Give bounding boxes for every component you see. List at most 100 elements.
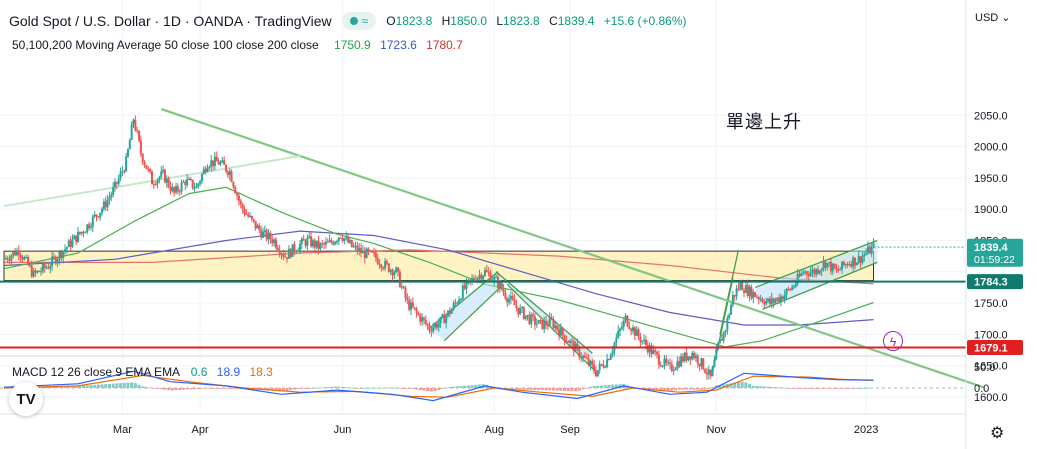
macd-legend[interactable]: MACD 12 26 close 9 EMA EMA 0.6 18.9 18.3 — [12, 365, 273, 379]
macd-histogram-bar — [74, 385, 78, 388]
candle-body — [683, 352, 686, 362]
candle-body — [330, 240, 333, 243]
candle-body — [291, 244, 294, 257]
candle-body — [12, 251, 15, 256]
macd-histogram-bar — [363, 388, 367, 389]
moving-average-legend[interactable]: 50,100,200 Moving Average 50 close 100 c… — [12, 38, 463, 52]
symbol-title[interactable]: Gold Spot / U.S. Dollar · 1D · OANDA · T… — [9, 13, 332, 29]
flash-icon[interactable]: ϟ — [883, 331, 903, 351]
macd-histogram-bar — [233, 388, 237, 389]
open-value: 1823.8 — [395, 14, 433, 28]
candle-body — [356, 245, 359, 252]
candle-body — [60, 251, 63, 258]
candle-body — [563, 334, 566, 341]
macd-histogram-bar — [289, 388, 293, 391]
candle-body — [200, 173, 203, 182]
candle-body — [663, 358, 666, 366]
candle-body — [757, 297, 760, 300]
macd-histogram-bar — [389, 387, 393, 389]
candle-body — [43, 263, 46, 268]
candle-body — [818, 270, 821, 274]
candle-body — [139, 140, 142, 154]
candle-body — [413, 307, 416, 309]
macd-histogram-bar — [107, 383, 111, 388]
candle-body — [221, 160, 224, 163]
candle-body — [526, 314, 529, 316]
candle-body — [23, 257, 26, 260]
macd-histogram-bar — [163, 388, 167, 390]
macd-histogram-bar — [722, 384, 726, 388]
macd-histogram-bar — [433, 388, 437, 392]
ma100-value: 1723.6 — [380, 38, 417, 52]
market-status-pill[interactable]: ≈ — [341, 12, 377, 30]
candle-body — [458, 299, 461, 303]
macd-histogram-bar — [466, 385, 470, 388]
macd-histogram-bar — [418, 388, 422, 390]
candle-body — [188, 179, 190, 181]
currency-label[interactable]: USD ⌄ — [975, 12, 1011, 24]
candle-body — [837, 269, 840, 271]
candle-body — [472, 278, 475, 280]
candle-body — [626, 315, 629, 327]
candle-body — [271, 239, 274, 244]
candle-body — [539, 320, 542, 322]
candle-body — [321, 243, 324, 245]
macd-histogram-bar — [736, 382, 740, 388]
candle-body — [156, 179, 159, 185]
candle-body — [25, 256, 28, 258]
macd-histogram-bar — [392, 387, 396, 389]
candle-body — [86, 224, 89, 233]
candle-body — [421, 317, 424, 322]
candle-body — [234, 187, 237, 194]
high-value: 1850.0 — [450, 14, 487, 28]
candlesticks[interactable] — [4, 115, 875, 380]
candle-body — [256, 225, 259, 229]
macd-line-value: 18.9 — [216, 365, 241, 379]
candle-body — [735, 288, 738, 297]
candle-body — [73, 235, 76, 240]
wave-icon: ≈ — [361, 14, 369, 28]
candle-body — [609, 354, 612, 360]
candle-body — [21, 257, 24, 260]
candle-body — [334, 241, 337, 245]
candle-body — [572, 341, 575, 352]
macd-pane[interactable] — [0, 370, 966, 402]
macd-histogram-bar — [729, 383, 733, 388]
candle-body — [115, 181, 118, 184]
horizontal-levels[interactable] — [0, 246, 966, 349]
chart-annotation-text: 單邊上升 — [726, 112, 802, 132]
candle-body — [770, 298, 773, 304]
macd-histogram-bar — [755, 385, 759, 388]
candle-body — [611, 350, 614, 355]
macd-histogram-bar — [477, 384, 481, 388]
macd-histogram-bar — [407, 388, 411, 389]
candle-body — [680, 356, 683, 367]
tradingview-logo-icon[interactable]: TV — [9, 382, 43, 416]
macd-histogram-bar — [93, 384, 97, 388]
macd-histogram-bar — [111, 383, 115, 388]
macd-histogram-bar — [274, 388, 278, 392]
candle-body — [641, 340, 644, 343]
candle-body — [117, 178, 120, 184]
candle-body — [123, 171, 126, 173]
price-tick-label: 1900.0 — [974, 204, 1008, 216]
candle-body — [448, 310, 451, 314]
candle-body — [365, 248, 368, 259]
candle-body — [278, 250, 281, 254]
candle-body — [173, 187, 176, 193]
macd-histogram-bar — [662, 388, 666, 391]
candle-body — [317, 240, 320, 249]
candle-body — [628, 326, 631, 330]
ohlc-values: O1823.8 H1850.0 L1823.8 C1839.4 +15.6 (+… — [386, 14, 692, 28]
gear-icon[interactable]: ⚙ — [990, 425, 1005, 442]
macd-histogram-bar — [799, 388, 803, 389]
candle-body — [826, 263, 829, 268]
candle-body — [58, 251, 61, 260]
macd-histogram-bar — [555, 388, 559, 391]
macd-histogram-bar — [744, 382, 748, 388]
macd-histogram-bar — [659, 388, 663, 391]
candle-body — [489, 273, 492, 282]
candle-body — [737, 288, 740, 290]
candle-body — [846, 264, 849, 266]
candle-body — [741, 282, 744, 291]
